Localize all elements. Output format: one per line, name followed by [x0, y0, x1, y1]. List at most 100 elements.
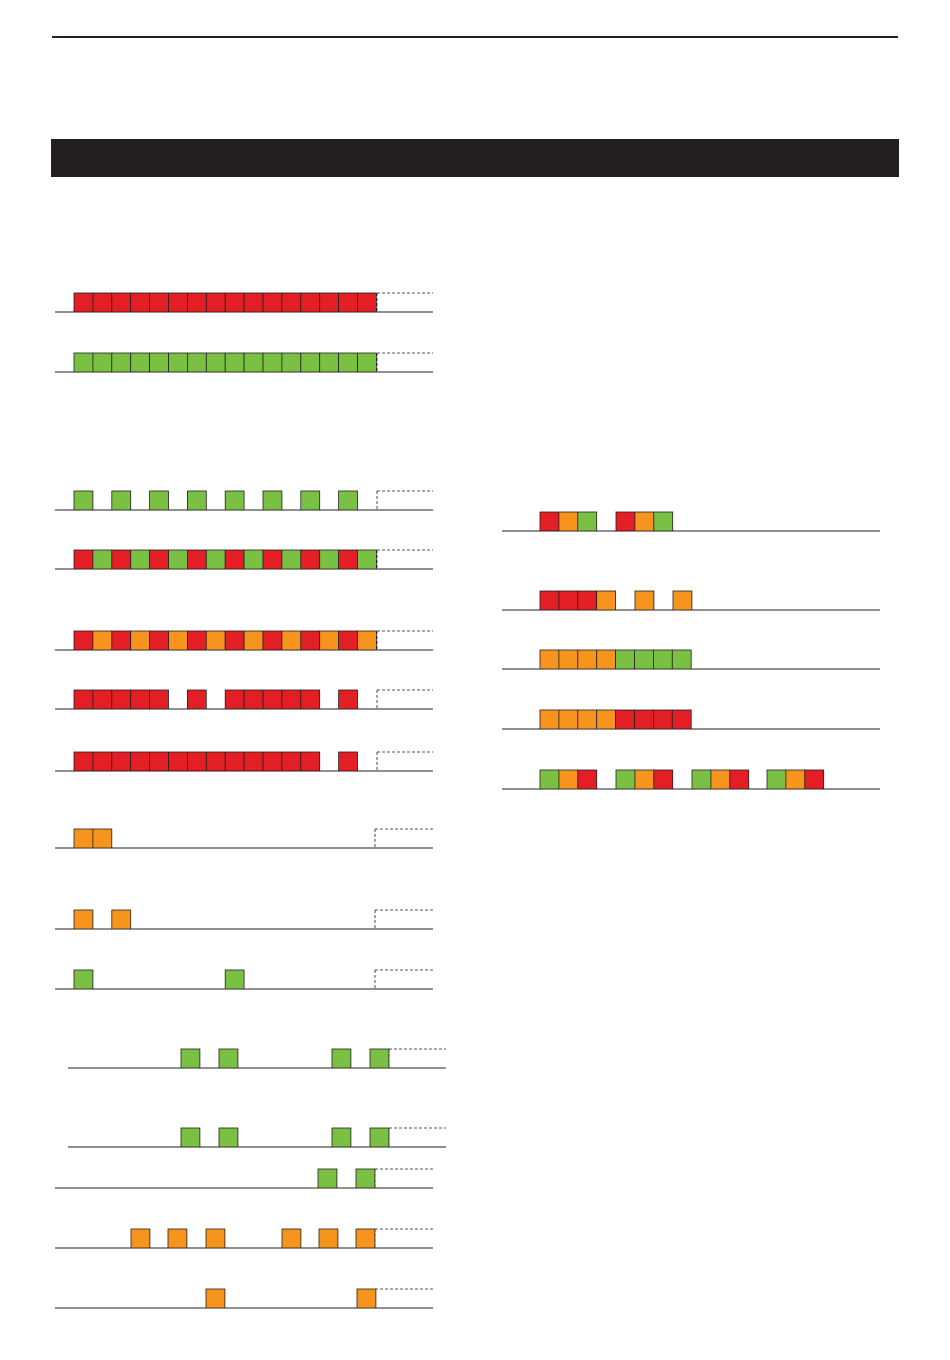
led-cell — [186, 352, 207, 373]
led-cell — [130, 630, 150, 651]
led-cell — [186, 630, 207, 651]
led-cell — [672, 590, 693, 611]
led-cell — [73, 549, 94, 570]
led-cell — [73, 751, 94, 772]
led-cell — [149, 490, 169, 511]
led-cell — [319, 549, 340, 570]
led-cell — [92, 751, 113, 772]
led-cell — [804, 769, 825, 790]
led-cell — [243, 292, 264, 313]
led-cell — [355, 1228, 376, 1249]
led-cell — [205, 292, 226, 313]
led-cell — [558, 590, 579, 611]
led-cell — [224, 549, 245, 570]
led-cell — [262, 549, 283, 570]
led-cell — [92, 689, 113, 710]
led-cell — [558, 709, 579, 730]
led-cell — [149, 352, 169, 373]
led-cell — [262, 689, 283, 710]
led-cell — [653, 649, 673, 670]
led-cell — [205, 1288, 226, 1309]
led-cell — [653, 511, 674, 532]
led-cell — [357, 549, 377, 570]
led-cell — [577, 649, 598, 670]
led-cell — [338, 352, 358, 373]
led-cell — [319, 292, 340, 313]
led-cell — [558, 769, 579, 790]
led-cell — [710, 769, 731, 790]
led-cell — [596, 709, 617, 730]
led-cell — [596, 590, 617, 611]
led-cell — [130, 1228, 151, 1249]
led-cell — [338, 689, 358, 710]
led-cell — [205, 352, 226, 373]
led-cell — [224, 292, 245, 313]
led-cell — [205, 1228, 226, 1249]
led-cell — [357, 352, 377, 373]
led-cell — [653, 709, 673, 730]
led-cell — [149, 292, 169, 313]
led-cell — [281, 352, 302, 373]
led-cell — [149, 751, 169, 772]
led-cell — [73, 352, 94, 373]
led-cell — [262, 630, 283, 651]
led-cell — [224, 630, 245, 651]
led-cell — [281, 630, 302, 651]
led-cell — [300, 292, 321, 313]
led-cell — [180, 1048, 201, 1069]
led-cell — [539, 649, 560, 670]
led-cell — [92, 352, 113, 373]
led-cell — [111, 630, 132, 651]
led-cell — [338, 490, 358, 511]
led-cell — [224, 490, 245, 511]
led-cell — [281, 292, 302, 313]
led-cell — [671, 709, 692, 730]
led-cell — [186, 292, 207, 313]
led-cell — [596, 649, 617, 670]
led-cell — [149, 549, 169, 570]
led-cell — [300, 490, 321, 511]
led-cell — [262, 490, 283, 511]
led-cell — [130, 292, 150, 313]
led-cell — [558, 649, 579, 670]
led-cell — [300, 630, 321, 651]
led-cell — [149, 630, 169, 651]
led-cell — [577, 769, 598, 790]
led-cell — [369, 1127, 390, 1148]
led-cell — [318, 1228, 339, 1249]
led-cell — [205, 549, 226, 570]
led-cell — [168, 630, 188, 651]
led-cell — [111, 751, 132, 772]
led-cell — [766, 769, 787, 790]
led-cell — [243, 549, 264, 570]
led-cell — [300, 689, 321, 710]
led-cell — [130, 549, 150, 570]
led-cell — [355, 1168, 376, 1189]
led-cell — [281, 549, 302, 570]
led-cell — [243, 630, 264, 651]
led-cell — [615, 769, 636, 790]
led-cell — [338, 751, 358, 772]
led-cell — [262, 751, 283, 772]
led-cell — [356, 1288, 377, 1309]
led-cell — [357, 292, 377, 313]
led-cell — [224, 751, 245, 772]
led-cell — [338, 292, 358, 313]
led-cell — [168, 549, 188, 570]
led-cell — [218, 1048, 239, 1069]
led-cell — [539, 709, 560, 730]
led-cell — [111, 549, 132, 570]
led-cell — [186, 490, 207, 511]
led-cell — [92, 828, 113, 849]
led-cell — [243, 689, 264, 710]
led-cell — [243, 352, 264, 373]
led-cell — [168, 352, 188, 373]
led-cell — [92, 549, 113, 570]
led-cell — [167, 1228, 188, 1249]
led-cell — [615, 709, 635, 730]
led-cell — [243, 751, 264, 772]
led-cell — [300, 352, 321, 373]
led-cell — [338, 549, 358, 570]
